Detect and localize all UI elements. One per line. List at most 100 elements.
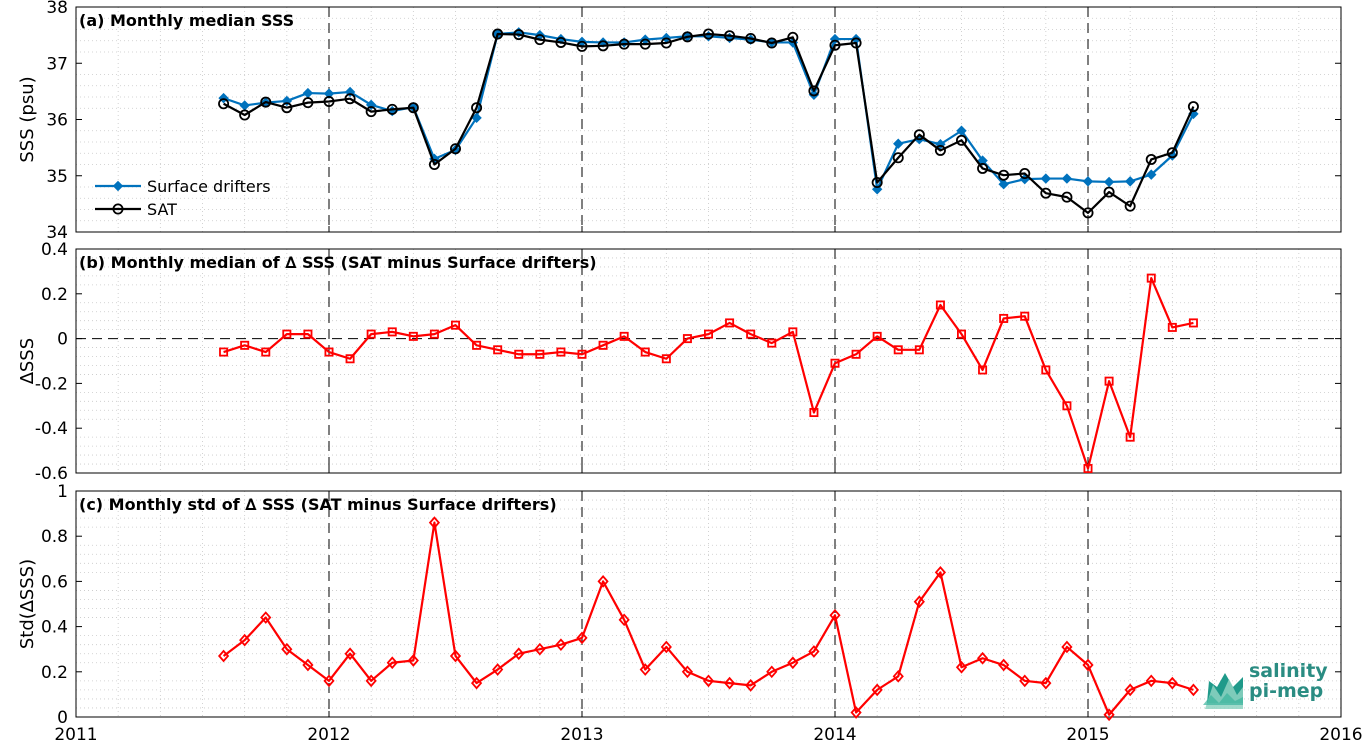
y-tick-label: 38 <box>46 0 68 18</box>
data-point <box>1188 318 1198 328</box>
data-point <box>851 349 861 359</box>
series-line-0 <box>223 277 1194 470</box>
data-point <box>872 331 882 341</box>
data-point <box>408 331 418 341</box>
data-point <box>324 347 334 357</box>
data-point <box>1082 207 1094 219</box>
data-point <box>681 665 694 679</box>
data-point <box>534 642 546 656</box>
x-tick-label: 2014 <box>813 725 856 745</box>
data-point <box>829 39 841 51</box>
data-point <box>576 40 588 52</box>
data-point <box>492 663 504 676</box>
data-point <box>1041 365 1051 375</box>
data-point <box>387 327 397 337</box>
y-tick-label: 0.2 <box>41 285 68 305</box>
legend-label: Surface drifters <box>147 177 271 196</box>
panel-title: (a) Monthly median SSS <box>79 11 294 30</box>
data-point <box>1145 674 1157 688</box>
data-point <box>619 331 629 341</box>
data-point <box>365 106 377 118</box>
y-tick-label: 0.4 <box>41 618 68 638</box>
data-point <box>892 152 904 164</box>
data-point <box>1061 640 1073 654</box>
data-point <box>766 665 778 679</box>
data-point <box>723 676 736 690</box>
data-point <box>829 608 841 622</box>
data-point <box>913 595 925 609</box>
data-point <box>1124 176 1136 187</box>
data-point <box>956 134 968 146</box>
data-point <box>534 34 546 46</box>
series-line-1 <box>223 32 1195 214</box>
data-point <box>1166 147 1178 159</box>
data-point <box>597 575 609 588</box>
data-point <box>955 660 968 674</box>
data-point <box>830 358 840 368</box>
data-point <box>302 658 314 672</box>
data-point <box>639 38 651 50</box>
y-tick-label: 0.2 <box>41 663 68 683</box>
x-tick-label: 2015 <box>1066 725 1109 745</box>
data-point <box>345 354 355 364</box>
y-tick-label: -0.6 <box>35 464 68 484</box>
x-tick-label: 2011 <box>54 725 97 745</box>
data-point <box>471 102 483 114</box>
data-point <box>892 669 904 683</box>
data-point <box>725 318 735 328</box>
data-point <box>1040 173 1052 184</box>
data-point <box>957 329 967 339</box>
y-tick-label: 0.6 <box>41 572 68 592</box>
data-point <box>1146 169 1157 180</box>
data-point <box>1082 176 1094 187</box>
data-point <box>704 329 714 339</box>
data-point <box>323 674 335 688</box>
data-point <box>386 103 398 115</box>
data-point <box>724 30 736 42</box>
data-point <box>660 37 672 49</box>
y-tick-label: 1 <box>57 482 68 502</box>
data-point <box>239 633 251 647</box>
data-point <box>618 38 630 50</box>
series-line-0 <box>222 521 1194 716</box>
data-point <box>746 329 756 339</box>
axes-frame <box>75 248 1342 474</box>
legend-label: SAT <box>147 200 177 219</box>
data-point <box>577 349 587 359</box>
y-tick-label: 0.8 <box>41 527 68 547</box>
panel-a-median-sss: 34 35 36 37 38 SSS (psu) (a) Monthly median SS… <box>17 0 1342 243</box>
data-point <box>639 663 651 676</box>
legend-marker <box>112 180 124 192</box>
y-tick-label: 37 <box>46 54 68 74</box>
data-point <box>702 674 715 688</box>
data-point <box>1146 273 1156 283</box>
data-point <box>1019 167 1031 179</box>
data-point <box>1187 101 1199 113</box>
data-point <box>513 29 525 41</box>
data-point <box>745 678 757 692</box>
data-point <box>323 88 335 99</box>
logo-line2: pi-mep <box>1249 680 1323 702</box>
y-tick-label: 0.4 <box>41 240 68 260</box>
data-point <box>240 340 250 350</box>
data-point <box>1124 683 1136 697</box>
data-point <box>260 611 272 624</box>
data-point <box>513 647 525 661</box>
logo-line1: salinity <box>1249 660 1328 682</box>
data-point <box>1167 322 1177 332</box>
data-point <box>428 516 441 530</box>
data-point <box>450 320 460 330</box>
data-point <box>598 340 608 350</box>
x-tick-label: 2013 <box>560 725 603 745</box>
data-point <box>386 656 398 670</box>
data-point <box>703 28 715 40</box>
data-point <box>492 28 504 40</box>
data-point <box>681 31 693 43</box>
data-point <box>999 313 1009 323</box>
panel-title: (c) Monthly std of ∆ SSS (SAT minus Surf… <box>79 495 557 514</box>
data-point <box>660 640 672 654</box>
data-point <box>745 33 757 45</box>
data-point <box>808 85 820 97</box>
legend-marker <box>112 203 124 215</box>
